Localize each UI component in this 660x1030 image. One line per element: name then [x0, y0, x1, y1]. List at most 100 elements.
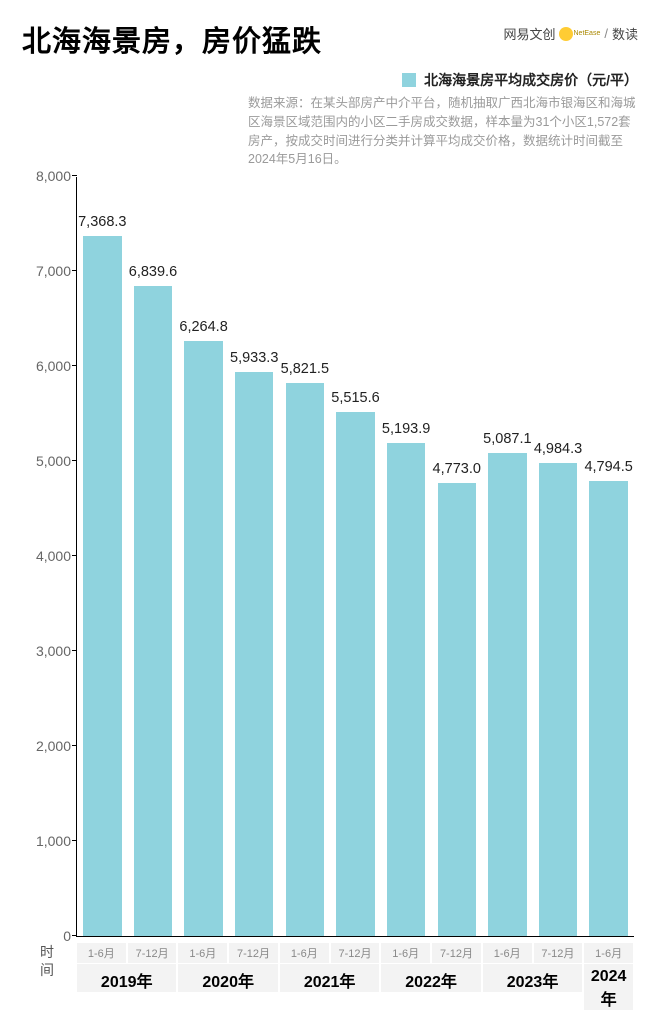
- bar-value-label: 6,264.8: [179, 319, 227, 335]
- x-sub-label: 1-6月: [178, 943, 227, 963]
- x-group: 1-6月7-12月2023年: [482, 943, 583, 1010]
- bar: 5,515.6: [336, 412, 374, 936]
- x-group: 1-6月7-12月2022年: [380, 943, 481, 1010]
- y-tick-mark: [72, 650, 77, 651]
- y-tick-label: 2,000: [23, 738, 71, 754]
- x-axis: 1-6月7-12月2019年1-6月7-12月2020年1-6月7-12月202…: [76, 943, 634, 1010]
- y-tick-label: 4,000: [23, 548, 71, 564]
- brand-logo-icon: [559, 27, 573, 41]
- bar-value-label: 5,821.5: [281, 361, 329, 377]
- x-sub-label: 7-12月: [128, 943, 177, 963]
- x-group: 1-6月7-12月2021年: [279, 943, 380, 1010]
- bar-chart: 7,368.36,839.66,264.85,933.35,821.55,515…: [76, 177, 634, 937]
- bars-area: 7,368.36,839.66,264.85,933.35,821.55,515…: [77, 177, 634, 936]
- bar-group: 4,794.5: [583, 177, 634, 936]
- x-year-label: 2024年: [584, 964, 633, 1010]
- bar-cell: 5,933.3: [229, 177, 280, 936]
- bar-value-label: 4,984.3: [534, 441, 582, 457]
- brand-badge: NetEase: [574, 30, 601, 37]
- y-tick-label: 1,000: [23, 833, 71, 849]
- x-sub-label: 7-12月: [432, 943, 481, 963]
- bar-value-label: 4,794.5: [584, 459, 632, 475]
- x-sub-label: 1-6月: [77, 943, 126, 963]
- page-title: 北海海景房，房价猛跌: [22, 18, 322, 60]
- bar: 4,794.5: [589, 481, 627, 936]
- y-tick-mark: [72, 935, 77, 936]
- x-sub-label: 1-6月: [381, 943, 430, 963]
- legend-label: 北海海景房平均成交房价（元/平）: [424, 70, 638, 90]
- bar: 7,368.3: [83, 236, 121, 936]
- x-year-label: 2023年: [483, 964, 582, 992]
- bar-value-label: 7,368.3: [78, 214, 126, 230]
- bar-group: 7,368.3 6,839.6: [77, 177, 178, 936]
- y-tick-label: 6,000: [23, 358, 71, 374]
- y-tick-mark: [72, 175, 77, 176]
- x-sub-label: 7-12月: [229, 943, 278, 963]
- bar-group: 6,264.85,933.3: [178, 177, 279, 936]
- bar: 6,839.6: [134, 286, 172, 936]
- bar: 5,193.9: [387, 443, 425, 936]
- x-sub-label: 1-6月: [280, 943, 329, 963]
- bar-value-label: 5,193.9: [382, 421, 430, 437]
- bar: 4,773.0: [438, 483, 476, 936]
- bar-cell: 6,264.8: [178, 177, 229, 936]
- legend-swatch-icon: [402, 73, 416, 87]
- bar: 5,821.5: [286, 383, 324, 936]
- y-tick-mark: [72, 555, 77, 556]
- brand-right: 数读: [612, 24, 638, 43]
- y-tick-label: 5,000: [23, 453, 71, 469]
- y-tick-mark: [72, 365, 77, 366]
- bar-cell: 4,794.5: [583, 177, 634, 936]
- x-year-label: 2020年: [178, 964, 277, 992]
- bar: 5,933.3: [235, 372, 273, 936]
- x-year-label: 2019年: [77, 964, 176, 992]
- x-sub-label: 1-6月: [483, 943, 532, 963]
- brand-left: 网易文创: [503, 24, 555, 43]
- bar-cell: 5,821.5: [280, 177, 331, 936]
- x-sub-row: 1-6月: [583, 943, 634, 963]
- y-tick-label: 3,000: [23, 643, 71, 659]
- x-year-label: 2022年: [381, 964, 480, 992]
- x-group: 1-6月7-12月2020年: [177, 943, 278, 1010]
- brand-separator: /: [604, 26, 608, 41]
- bar-group: 5,087.14,984.3: [482, 177, 583, 936]
- x-year-label: 2021年: [280, 964, 379, 992]
- bar-value-label: 5,087.1: [483, 431, 531, 447]
- bar-value-label: 5,933.3: [230, 350, 278, 366]
- bar-cell: 5,193.9: [381, 177, 432, 936]
- x-sub-row: 1-6月7-12月: [76, 943, 177, 963]
- x-sub-label: 1-6月: [584, 943, 633, 963]
- bar-cell: 4,984.3: [533, 177, 584, 936]
- data-source: 数据来源：在某头部房产中介平台，随机抽取广西北海市银海区和海城区海景区域范围内的…: [248, 94, 638, 169]
- legend: 北海海景房平均成交房价（元/平）: [402, 70, 638, 90]
- y-tick-mark: [72, 460, 77, 461]
- brand: 网易文创 NetEase / 数读: [503, 24, 638, 43]
- y-tick-mark: [72, 270, 77, 271]
- bar-group: 5,821.55,515.6: [280, 177, 381, 936]
- bar-value-label: 4,773.0: [433, 461, 481, 477]
- x-group: 1-6月2024年: [583, 943, 634, 1010]
- bar-group: 5,193.9 4,773.0: [381, 177, 482, 936]
- bar-cell: 5,515.6: [330, 177, 381, 936]
- x-sub-row: 1-6月7-12月: [177, 943, 278, 963]
- bar-cell: 5,087.1: [482, 177, 533, 936]
- y-tick-mark: [72, 745, 77, 746]
- x-sub-label: 7-12月: [534, 943, 583, 963]
- x-sub-row: 1-6月7-12月: [482, 943, 583, 963]
- y-tick-label: 7,000: [23, 263, 71, 279]
- bar: 6,264.8: [184, 341, 222, 936]
- bar: 5,087.1: [488, 453, 526, 936]
- x-axis-label: 时 间: [22, 943, 72, 979]
- bar-cell: 4,773.0: [431, 177, 482, 936]
- x-sub-label: 7-12月: [331, 943, 380, 963]
- y-tick-label: 0: [23, 928, 71, 944]
- x-sub-row: 1-6月7-12月: [279, 943, 380, 963]
- x-group: 1-6月7-12月2019年: [76, 943, 177, 1010]
- y-tick-label: 8,000: [23, 168, 71, 184]
- y-tick-mark: [72, 840, 77, 841]
- bar-cell: 6,839.6: [128, 177, 179, 936]
- bar-value-label: 5,515.6: [331, 390, 379, 406]
- bar-cell: 7,368.3: [77, 177, 128, 936]
- x-sub-row: 1-6月7-12月: [380, 943, 481, 963]
- bar: 4,984.3: [539, 463, 577, 937]
